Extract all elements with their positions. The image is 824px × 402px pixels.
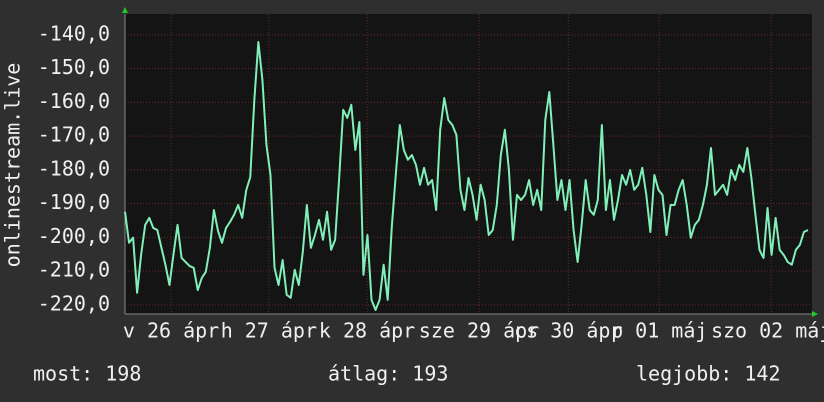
- stat-average: átlag: 193: [328, 362, 448, 386]
- y-tick-label: -150,0: [38, 55, 110, 79]
- axis-arrow: [812, 311, 818, 317]
- x-tick-label: v 26 ápr: [123, 319, 219, 343]
- series-line: [124, 41, 809, 311]
- axis-arrow: [122, 7, 128, 13]
- plot-area: [125, 14, 812, 314]
- y-tick-label: -160,0: [38, 89, 110, 113]
- x-tick-label: k 28 ápr: [319, 319, 415, 343]
- y-tick-label: -210,0: [38, 258, 110, 282]
- y-tick-label: -180,0: [38, 156, 110, 180]
- x-tick-label: sze 29 ápr: [419, 319, 539, 343]
- x-tick-label: h 27 ápr: [221, 319, 317, 343]
- stat-current: most: 198: [33, 362, 141, 386]
- x-tick-label: p 01 máj: [611, 319, 707, 343]
- x-tick-label: szo 02 máj: [711, 319, 824, 343]
- y-tick-label: -190,0: [38, 190, 110, 214]
- y-tick-label: -140,0: [38, 21, 110, 45]
- y-tick-label: -220,0: [38, 291, 110, 315]
- x-tick-label: cs 30 ápr: [514, 319, 622, 343]
- stat-best: legjobb: 142: [636, 362, 781, 386]
- y-axis-label: onlinestream.live: [1, 63, 25, 268]
- y-tick-label: -200,0: [38, 224, 110, 248]
- y-tick-label: -170,0: [38, 123, 110, 147]
